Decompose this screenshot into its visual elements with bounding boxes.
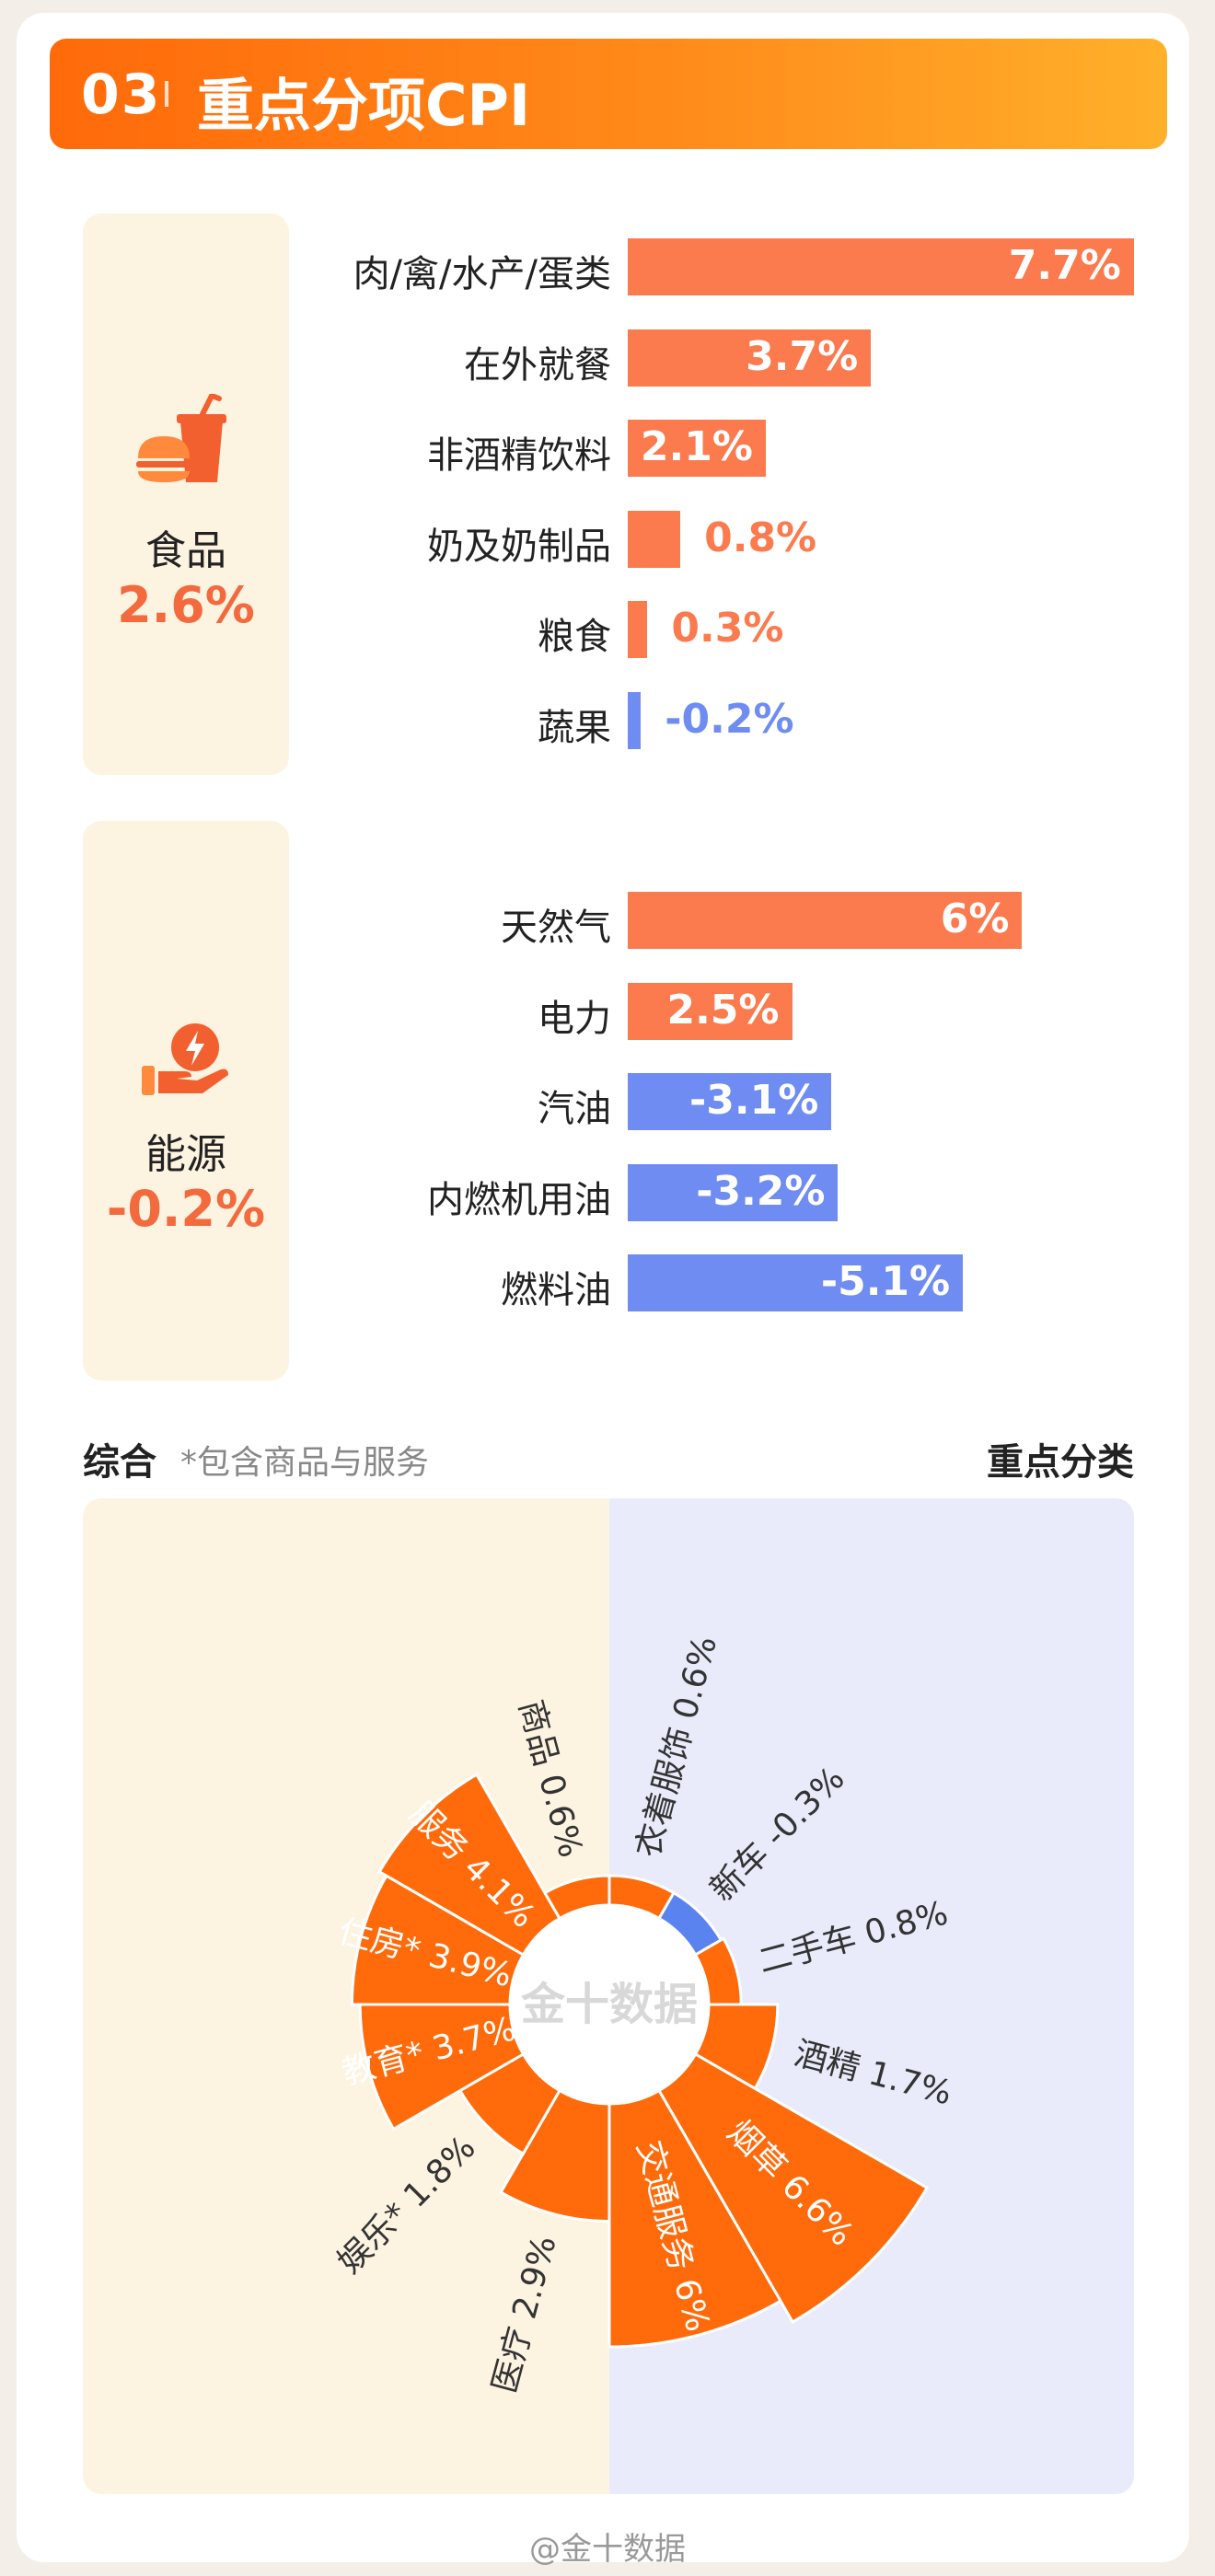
food-panel <box>83 214 289 775</box>
energy-bar <box>628 982 793 1040</box>
header-divider <box>165 81 168 107</box>
energy-bar <box>628 1163 839 1221</box>
rose-slice <box>350 1874 526 2006</box>
rose-label: 商品 0.6% <box>511 1696 589 1862</box>
food-bar-value: 3.7% <box>746 332 859 380</box>
energy-bar <box>628 1073 832 1131</box>
food-bar-value: 0.3% <box>671 605 784 653</box>
rose-label: 新车 -0.3% <box>703 1760 852 1909</box>
food-bar <box>628 692 642 749</box>
hand-energy-icon <box>142 1023 228 1095</box>
section-number: 03 <box>81 63 162 127</box>
food-item-label: 粮食 <box>538 616 611 659</box>
energy-value: -0.2% <box>106 1180 266 1238</box>
watermark-text: 金十数据 <box>520 1979 698 2030</box>
food-bar-value: 7.7% <box>1008 242 1121 289</box>
section-title: 重点分项CPI <box>197 72 531 139</box>
rose-label: 医疗 2.9% <box>486 2232 564 2397</box>
composite-note: *包含商品与服务 <box>180 1444 430 1482</box>
energy-bar-value: -3.1% <box>689 1077 819 1125</box>
energy-bar-value: 2.5% <box>666 986 780 1034</box>
energy-item-label: 电力 <box>538 997 611 1040</box>
food-bar <box>628 510 681 568</box>
food-label: 食品 <box>145 527 226 574</box>
key-category-title: 重点分类 <box>987 1441 1134 1484</box>
composite-title: 综合 <box>83 1441 156 1484</box>
food-bar <box>628 420 766 478</box>
rose-slice <box>358 2003 526 2131</box>
energy-bar-value: 6% <box>940 895 1010 942</box>
energy-bar-value: -3.2% <box>696 1167 826 1215</box>
food-bar <box>628 238 1134 295</box>
energy-label: 能源 <box>145 1131 226 1178</box>
energy-item-label: 燃料油 <box>501 1269 611 1312</box>
food-bar-value: 0.8% <box>704 514 817 561</box>
food-item-label: 在外就餐 <box>464 343 611 387</box>
food-bar <box>628 601 648 659</box>
energy-item-label: 内燃机用油 <box>427 1178 611 1221</box>
rose-label: 衣着服饰 0.6% <box>630 1632 725 1861</box>
rose-center <box>510 1905 709 2104</box>
burger-drink-icon <box>136 394 226 482</box>
rose-label: 娱乐* 1.8% <box>330 2129 482 2281</box>
footer-credit: @金十数据 <box>529 2531 686 2568</box>
energy-bar <box>628 892 1023 949</box>
food-item-label: 肉/禽/水产/蛋类 <box>353 253 611 295</box>
food-value: 2.6% <box>117 576 255 634</box>
energy-bar <box>628 1254 964 1312</box>
section-header: 03 重点分项CPI <box>50 39 1167 149</box>
food-item-label: 奶及奶制品 <box>427 525 611 568</box>
energy-bar-value: -5.1% <box>820 1258 951 1306</box>
food-bar-value: 2.1% <box>640 423 753 471</box>
food-item-label: 非酒精饮料 <box>427 434 611 478</box>
rose-label: 酒精 1.7% <box>791 2035 956 2113</box>
food-bar-value: -0.2% <box>665 696 794 743</box>
energy-item-label: 天然气 <box>501 907 611 949</box>
energy-panel <box>83 821 289 1380</box>
food-item-label: 蔬果 <box>538 707 611 749</box>
energy-item-label: 汽油 <box>538 1088 611 1131</box>
rose-label: 二手车 0.8% <box>755 1894 952 1981</box>
food-bar <box>628 329 872 387</box>
